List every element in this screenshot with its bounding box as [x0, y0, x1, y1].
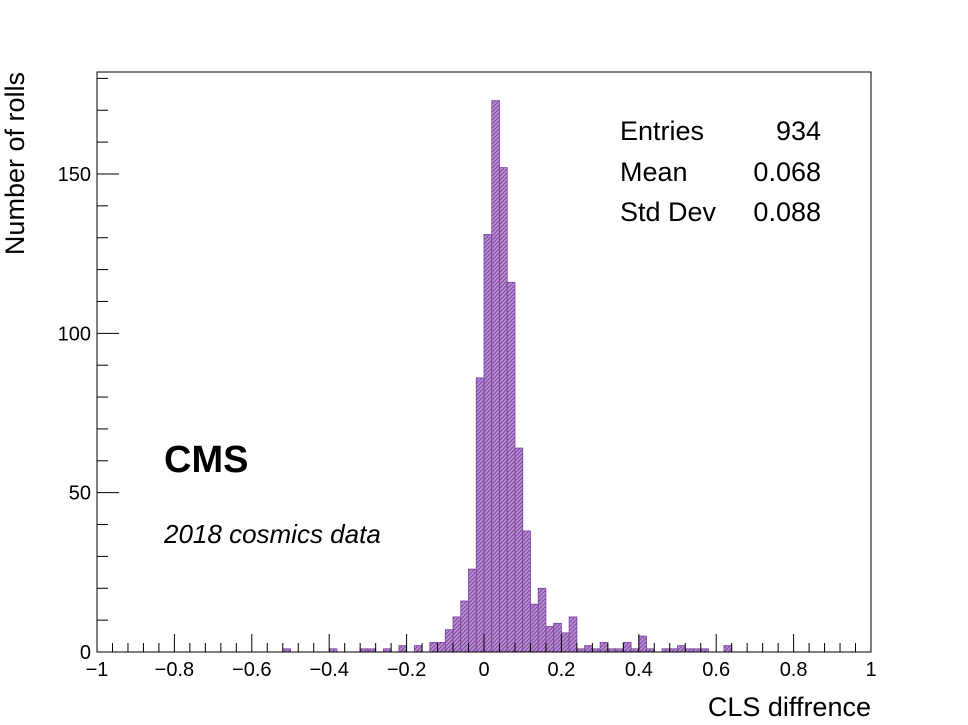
histogram-bar: [638, 635, 647, 653]
y-axis-title: Number of rolls: [0, 72, 30, 255]
histogram-bar: [468, 568, 477, 653]
stats-mean-value: 0.068: [753, 157, 821, 187]
histogram-bar: [444, 629, 454, 653]
x-tick-label: −0.2: [387, 659, 426, 681]
histogram-bar: [553, 622, 562, 653]
y-tick-label: 0: [80, 642, 91, 664]
histogram-bar: [723, 645, 733, 653]
y-tick-label: 150: [58, 164, 91, 186]
histogram-bar: [491, 100, 500, 653]
histogram-bar: [545, 626, 555, 653]
stats-entries-label: Entries: [620, 116, 704, 146]
histogram-bar: [506, 281, 516, 653]
histogram-bar: [483, 234, 493, 653]
histogram-bar: [677, 645, 686, 653]
x-tick-label: −1: [86, 659, 109, 681]
histogram-bar: [584, 645, 593, 653]
x-axis-title: CLS diffrence: [708, 692, 871, 722]
x-axis: −1 −0.8 −0.6 −0.4 −0.2 0 0.2 0.4 0.6 0.8 1: [86, 634, 877, 681]
histogram-bar: [561, 632, 570, 653]
stats-entries-value: 934: [776, 116, 821, 146]
histogram-bar: [514, 447, 524, 653]
histogram-bar: [413, 645, 423, 653]
histogram-bar: [522, 530, 531, 653]
histogram-bar: [537, 587, 547, 653]
histogram-bar: [398, 645, 407, 653]
x-tick-label: 0.8: [780, 659, 808, 681]
histogram-bar: [499, 167, 508, 653]
stats-box: Entries 934 Mean 0.068 Std Dev 0.088: [620, 116, 821, 227]
x-tick-label: 0: [478, 659, 489, 681]
x-tick-label: −0.4: [309, 659, 348, 681]
histogram-bar: [475, 377, 485, 653]
data-subtitle: 2018 cosmics data: [163, 519, 381, 549]
histogram-bar: [622, 642, 632, 653]
histogram-bar: [437, 642, 446, 653]
histogram-bar: [568, 616, 578, 653]
x-tick-label: −0.8: [155, 659, 194, 681]
stats-mean-label: Mean: [620, 157, 688, 187]
histogram-bar: [460, 600, 469, 653]
stats-stddev-label: Std Dev: [620, 197, 717, 227]
histogram-bar: [429, 642, 438, 653]
y-tick-label: 100: [58, 323, 91, 345]
stats-stddev-value: 0.088: [753, 197, 821, 227]
histogram-bar: [599, 642, 609, 653]
histogram-bars: [282, 100, 733, 653]
x-tick-label: −0.6: [232, 659, 271, 681]
y-axis: 0 50 100 150: [58, 77, 119, 664]
histogram-bar: [452, 616, 462, 653]
cms-label: CMS: [164, 439, 248, 481]
x-tick-label: 0.6: [702, 659, 730, 681]
histogram-bar: [530, 603, 539, 653]
y-tick-label: 50: [69, 483, 91, 505]
x-tick-label: 0.2: [547, 659, 575, 681]
x-tick-label: 0.4: [625, 659, 653, 681]
x-tick-label: 1: [865, 659, 876, 681]
